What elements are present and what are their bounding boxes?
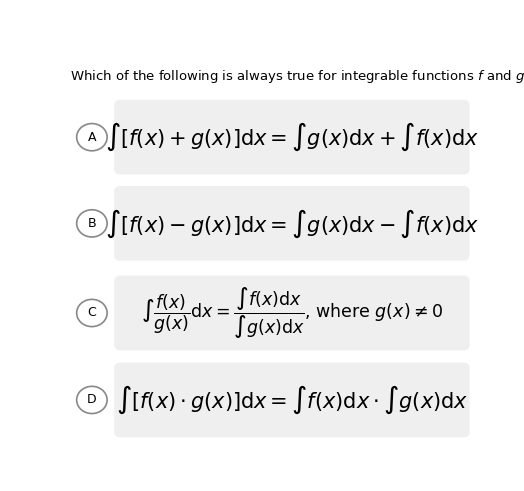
Text: Which of the following is always true for integrable functions $f$ and $g$?: Which of the following is always true fo… xyxy=(70,68,524,85)
Ellipse shape xyxy=(77,386,107,413)
Text: C: C xyxy=(88,306,96,320)
FancyBboxPatch shape xyxy=(114,186,470,261)
Text: B: B xyxy=(88,217,96,230)
Ellipse shape xyxy=(77,124,107,151)
Text: $\int [f(x) + g(x)]\mathrm{d}x = \int g(x)\mathrm{d}x + \int f(x)\mathrm{d}x$: $\int [f(x) + g(x)]\mathrm{d}x = \int g(… xyxy=(105,121,479,153)
FancyBboxPatch shape xyxy=(114,275,470,351)
Text: $\int [f(x) - g(x)]\mathrm{d}x = \int g(x)\mathrm{d}x - \int f(x)\mathrm{d}x$: $\int [f(x) - g(x)]\mathrm{d}x = \int g(… xyxy=(105,207,479,240)
Ellipse shape xyxy=(77,210,107,237)
FancyBboxPatch shape xyxy=(114,362,470,437)
FancyBboxPatch shape xyxy=(114,100,470,175)
Ellipse shape xyxy=(77,300,107,327)
Text: $\int \dfrac{f(x)}{g(x)}\mathrm{d}x = \dfrac{\int f(x)\mathrm{d}x}{\int g(x)\mat: $\int \dfrac{f(x)}{g(x)}\mathrm{d}x = \d… xyxy=(141,285,443,341)
Text: $\int [f(x) \cdot g(x)]\mathrm{d}x = \int f(x)\mathrm{d}x \cdot \int g(x)\mathrm: $\int [f(x) \cdot g(x)]\mathrm{d}x = \in… xyxy=(116,384,468,416)
Text: A: A xyxy=(88,131,96,144)
Text: D: D xyxy=(87,393,97,407)
